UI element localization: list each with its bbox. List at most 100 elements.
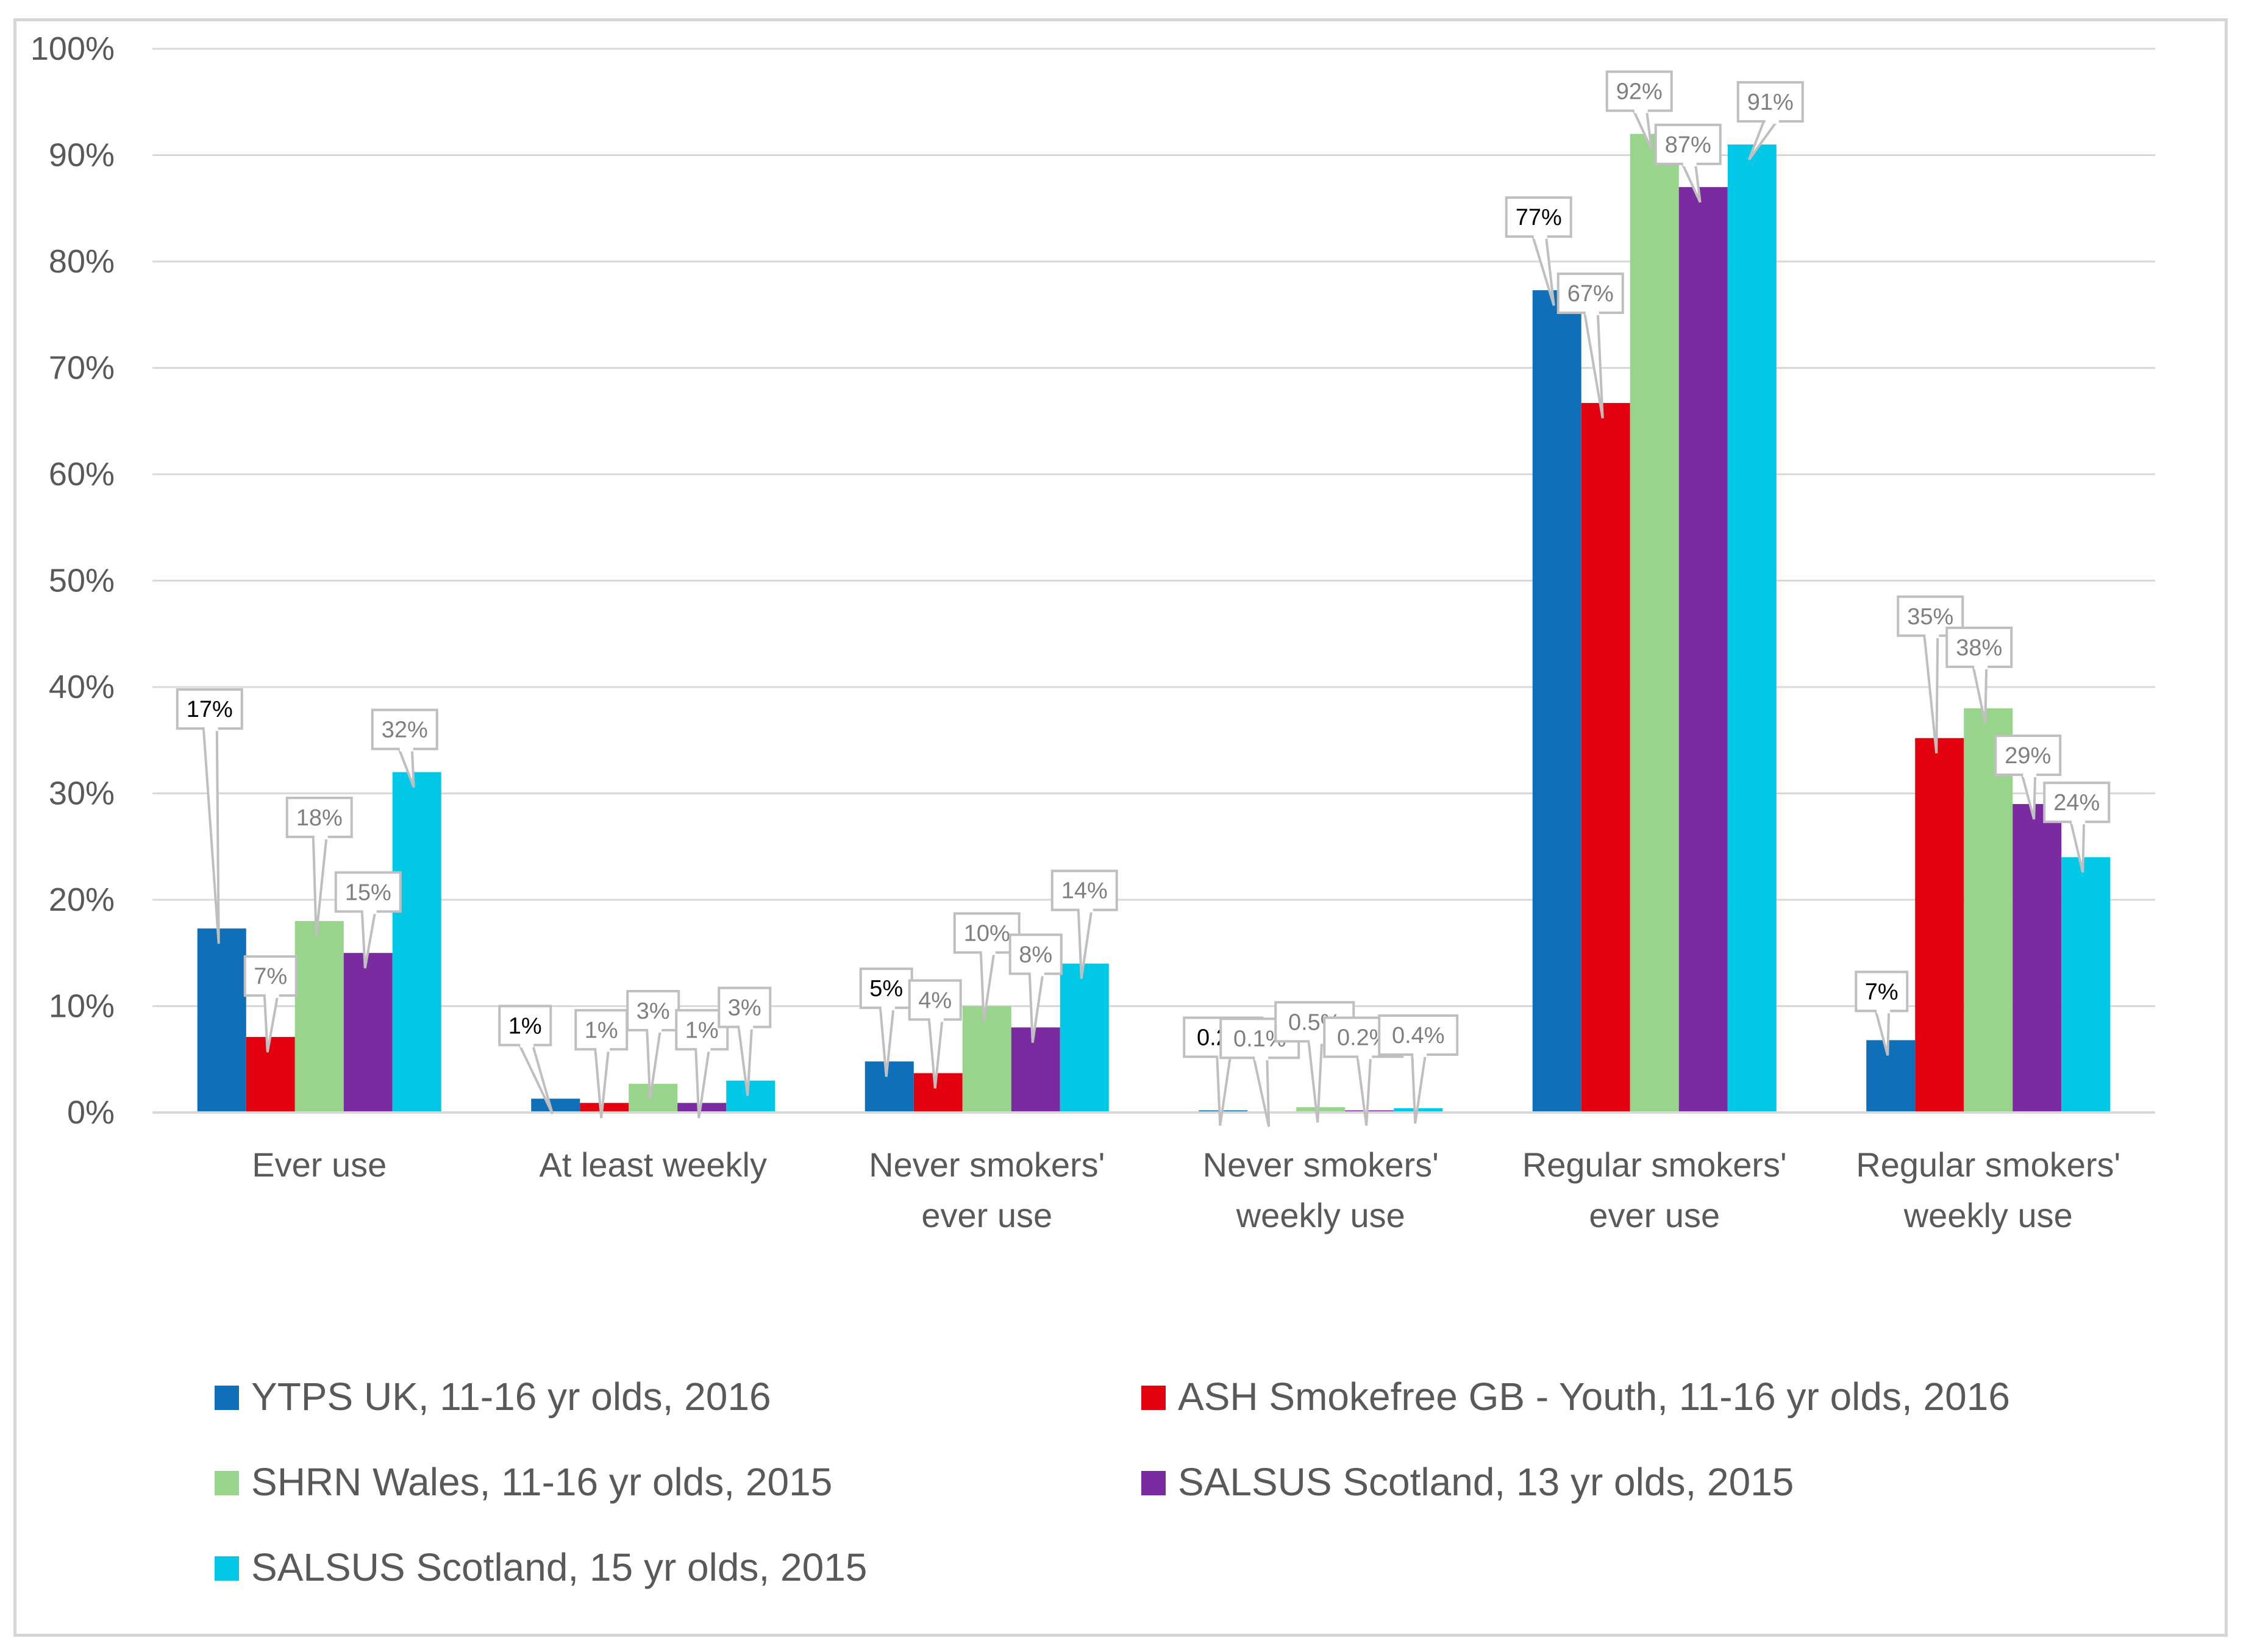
data-label-callout: 7% xyxy=(243,955,298,1053)
y-tick-label: 60% xyxy=(49,456,115,493)
legend: YTPS UK, 11-16 yr olds, 2016 ASH Smokefre… xyxy=(215,1375,2010,1589)
data-label-callout: 1% xyxy=(574,1009,629,1119)
bar xyxy=(726,1080,775,1113)
callout-joint xyxy=(1925,632,1939,638)
bar xyxy=(1060,963,1109,1113)
legend-swatch xyxy=(215,1386,239,1410)
y-tick-label: 40% xyxy=(49,669,115,705)
data-label: 92% xyxy=(1616,79,1663,105)
data-label: 29% xyxy=(2005,743,2051,769)
legend-swatch xyxy=(215,1471,239,1495)
data-label-callout: 77% xyxy=(1505,196,1572,306)
callout-box xyxy=(953,912,1021,954)
callout-box xyxy=(176,688,243,730)
data-label: 1% xyxy=(685,1017,719,1043)
y-axis-ticks: 0% 10% 20% 30% 40% 50% 60% 70% 80% 90% 100% xyxy=(30,30,115,1131)
callout-joint xyxy=(982,949,996,955)
legend-label: SHRN Wales, 11-16 yr olds, 2015 xyxy=(251,1460,832,1504)
data-label-callout: 15% xyxy=(334,871,402,969)
data-label: 87% xyxy=(1665,132,1711,158)
data-label: 4% xyxy=(918,988,952,1013)
data-label-callout: 1% xyxy=(498,1005,554,1115)
callout-joint xyxy=(1765,118,1779,124)
x-category-label: Never smokers' xyxy=(869,1145,1105,1184)
bar xyxy=(343,953,393,1113)
data-label: 91% xyxy=(1747,90,1794,115)
callout-joint xyxy=(314,833,328,839)
bar xyxy=(392,772,441,1113)
data-label-callout: 38% xyxy=(1945,626,2013,724)
callout-joint xyxy=(2072,818,2086,825)
callout-joint xyxy=(1358,1053,1372,1059)
data-label-callout: 92% xyxy=(1605,70,1673,150)
callout-joint xyxy=(648,1026,662,1033)
callout-joint xyxy=(1413,1051,1427,1058)
data-label-callout: 87% xyxy=(1654,123,1722,203)
bar xyxy=(294,920,344,1113)
callout-box xyxy=(718,986,772,1028)
data-label: 14% xyxy=(1061,878,1108,904)
data-label-callout: 5% xyxy=(859,967,913,1077)
callout-pointer xyxy=(202,726,220,944)
data-label-callout: 18% xyxy=(285,796,353,937)
bar xyxy=(1678,187,1728,1113)
bar xyxy=(1532,290,1581,1113)
data-labels: 17%1%5%0.2%77%7%7%1%4%0.1%67%35%18%3%10%… xyxy=(176,70,2111,1127)
callout-box xyxy=(1556,272,1624,315)
bar xyxy=(1630,134,1679,1113)
data-label: 32% xyxy=(382,717,428,743)
bar xyxy=(2061,857,2111,1113)
bar xyxy=(1296,1107,1346,1113)
data-label-callout: 1% xyxy=(675,1009,729,1119)
y-tick-label: 20% xyxy=(49,881,115,918)
data-label-callout: 3% xyxy=(718,986,772,1096)
legend-swatch xyxy=(1141,1386,1166,1410)
data-label: 38% xyxy=(1956,635,2002,661)
data-label: 15% xyxy=(345,880,391,905)
data-label-callout: 17% xyxy=(176,688,243,944)
callout-joint xyxy=(881,1004,895,1011)
callout-box xyxy=(371,708,438,750)
data-label: 1% xyxy=(508,1013,542,1039)
bar xyxy=(962,1006,1011,1113)
callout-joint xyxy=(1079,906,1093,913)
legend-label: SALSUS Scotland, 13 yr olds, 2015 xyxy=(1178,1460,1794,1504)
callout-box xyxy=(498,1005,552,1047)
callout-pointer xyxy=(1583,310,1604,419)
data-label-callout: 8% xyxy=(1008,933,1063,1043)
data-label-callout: 3% xyxy=(626,989,680,1100)
data-label: 77% xyxy=(1516,205,1562,230)
legend-label: YTPS UK, 11-16 yr olds, 2016 xyxy=(251,1375,771,1419)
callout-box xyxy=(2043,781,2111,824)
data-label: 5% xyxy=(869,976,903,1002)
bar xyxy=(1011,1027,1060,1113)
data-label: 7% xyxy=(254,964,287,989)
bar xyxy=(197,928,246,1113)
callout-joint xyxy=(1634,107,1648,113)
callout-joint xyxy=(1255,1054,1269,1061)
callout-pointer xyxy=(1216,1054,1232,1126)
callout-box xyxy=(574,1009,629,1051)
callout-joint xyxy=(265,992,279,999)
data-label: 1% xyxy=(585,1017,618,1043)
data-label: 7% xyxy=(1865,979,1898,1005)
y-tick-label: 50% xyxy=(49,563,115,599)
data-label-callout: 4% xyxy=(908,979,962,1089)
callout-joint xyxy=(1974,663,1988,669)
data-label: 0.4% xyxy=(1392,1023,1445,1049)
x-category-label: Regular smokers' xyxy=(1856,1145,2120,1184)
bar xyxy=(629,1083,678,1113)
data-label-callout: 67% xyxy=(1556,272,1624,419)
callout-joint xyxy=(1533,233,1547,240)
callout-box xyxy=(285,796,353,838)
x-category-label: ever use xyxy=(921,1196,1052,1234)
callout-joint xyxy=(399,745,413,752)
callout-pointer xyxy=(1355,1054,1372,1126)
callout-pointer xyxy=(1252,1055,1271,1127)
y-tick-label: 0% xyxy=(67,1094,115,1131)
data-label: 10% xyxy=(964,921,1010,947)
x-axis-labels: Ever use At least weekly Never smokers' eve… xyxy=(252,1145,2120,1234)
data-label-callout: 29% xyxy=(1994,734,2062,820)
gridlines xyxy=(152,48,2155,1007)
x-category-label: weekly use xyxy=(1236,1196,1405,1234)
